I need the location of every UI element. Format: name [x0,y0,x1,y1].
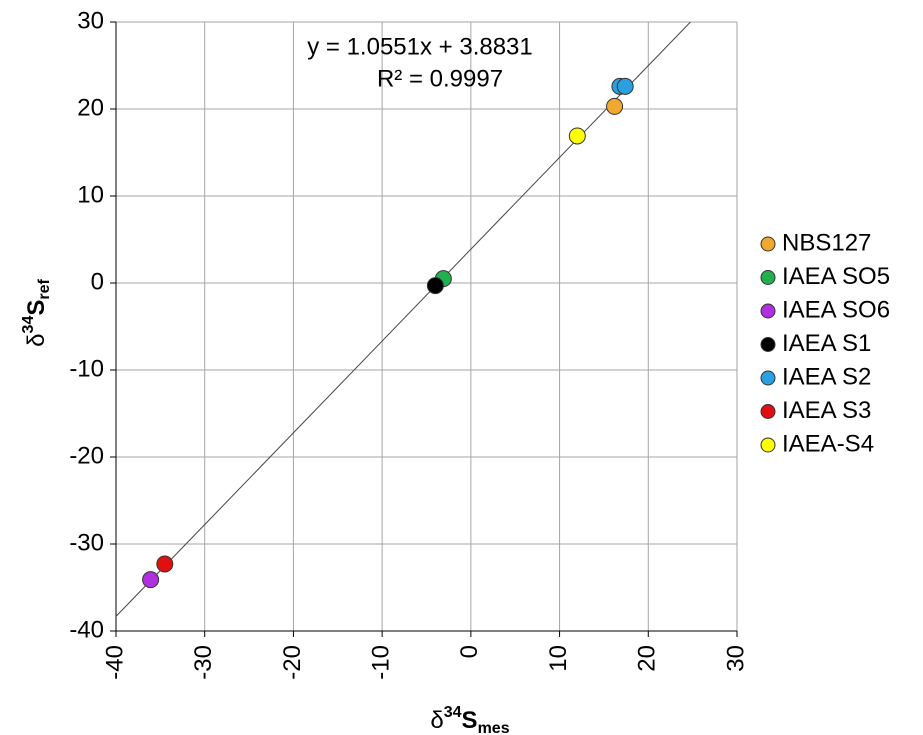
legend-label: IAEA-S4 [782,430,874,457]
legend-marker [760,337,776,352]
point [156,555,174,573]
legend-label: IAEA S1 [782,330,871,357]
legend-marker [760,370,776,386]
y-tick-label: -40 [69,616,104,643]
x-axis-title: δ34Smes [430,704,509,735]
y-tick-label: -10 [69,355,104,382]
legend-label: IAEA S3 [782,397,871,424]
legend-label: IAEA SO6 [782,296,890,323]
legend-marker [760,404,776,419]
y-axis-title-sup: 34 [20,316,37,334]
x-axis-title-main: S [462,707,478,734]
point [616,77,634,95]
trend-equation: y = 1.0551x + 3.8831 [307,33,533,60]
x-tick-label: -40 [101,645,128,680]
x-tick-label: 30 [722,645,749,672]
y-axis-title: δ34Sref [20,279,53,347]
legend-marker [760,270,776,285]
x-axis-title-sub: mes [478,720,510,735]
legend-label: IAEA SO5 [782,263,890,290]
x-tick-label: 20 [634,645,661,672]
x-tick-label: 0 [456,645,483,658]
legend-label: NBS127 [782,229,871,256]
legend-marker [760,437,776,453]
x-tick-label: -20 [279,645,306,680]
x-axis-title-prefix: δ [430,707,443,734]
y-tick-label: 30 [77,7,104,34]
y-tick-label: 0 [91,268,104,295]
legend-marker [760,303,776,319]
x-tick-label: 10 [545,645,572,672]
y-axis-title-sub: ref [36,279,53,300]
y-tick-label: -30 [69,529,104,556]
point [568,127,586,145]
x-tick-label: -30 [190,645,217,680]
legend-marker [760,236,776,252]
x-tick-label: -10 [367,645,394,680]
y-axis-title-main: S [23,300,50,316]
y-tick-label: -20 [69,442,104,469]
legend-label: IAEA S2 [782,363,871,390]
trend-r2: R² = 0.9997 [377,65,503,92]
y-tick-label: 10 [77,181,104,208]
y-tick-label: 20 [77,94,104,121]
y-axis-title-prefix: δ [23,333,50,346]
point [142,571,160,589]
point [426,277,444,295]
trend-line [116,22,692,617]
point [606,97,624,115]
x-axis-title-sup: 34 [444,704,462,721]
